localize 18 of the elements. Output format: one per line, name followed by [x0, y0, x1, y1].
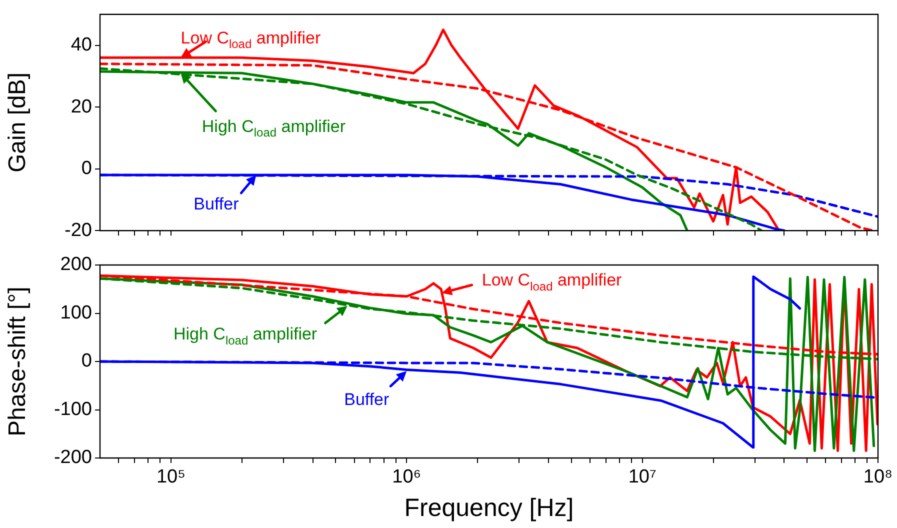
y-tick-label: 0	[81, 350, 92, 372]
y-tick-label: 0	[81, 158, 92, 180]
y-axis-title: Phase-shift [°]	[4, 286, 32, 436]
x-tick-label: 10⁶	[392, 466, 422, 488]
annotation: Buffer	[344, 390, 390, 409]
x-tick-label: 10⁷	[628, 466, 656, 488]
y-tick-label: -100	[54, 398, 92, 420]
y-tick-label: 200	[60, 254, 92, 276]
y-tick-label: -20	[64, 220, 92, 241]
x-tick-label: 10⁵	[156, 466, 186, 488]
y-axis-title: Gain [dB]	[4, 72, 32, 173]
x-axis-title: Frequency [Hz]	[404, 494, 574, 522]
y-tick-label: 20	[70, 96, 92, 118]
y-tick-label: 40	[70, 34, 92, 56]
x-tick-label: 10⁸	[863, 466, 893, 488]
annotation: Buffer	[194, 194, 240, 214]
y-tick-label: 100	[60, 302, 92, 324]
y-tick-label: -200	[54, 447, 92, 468]
